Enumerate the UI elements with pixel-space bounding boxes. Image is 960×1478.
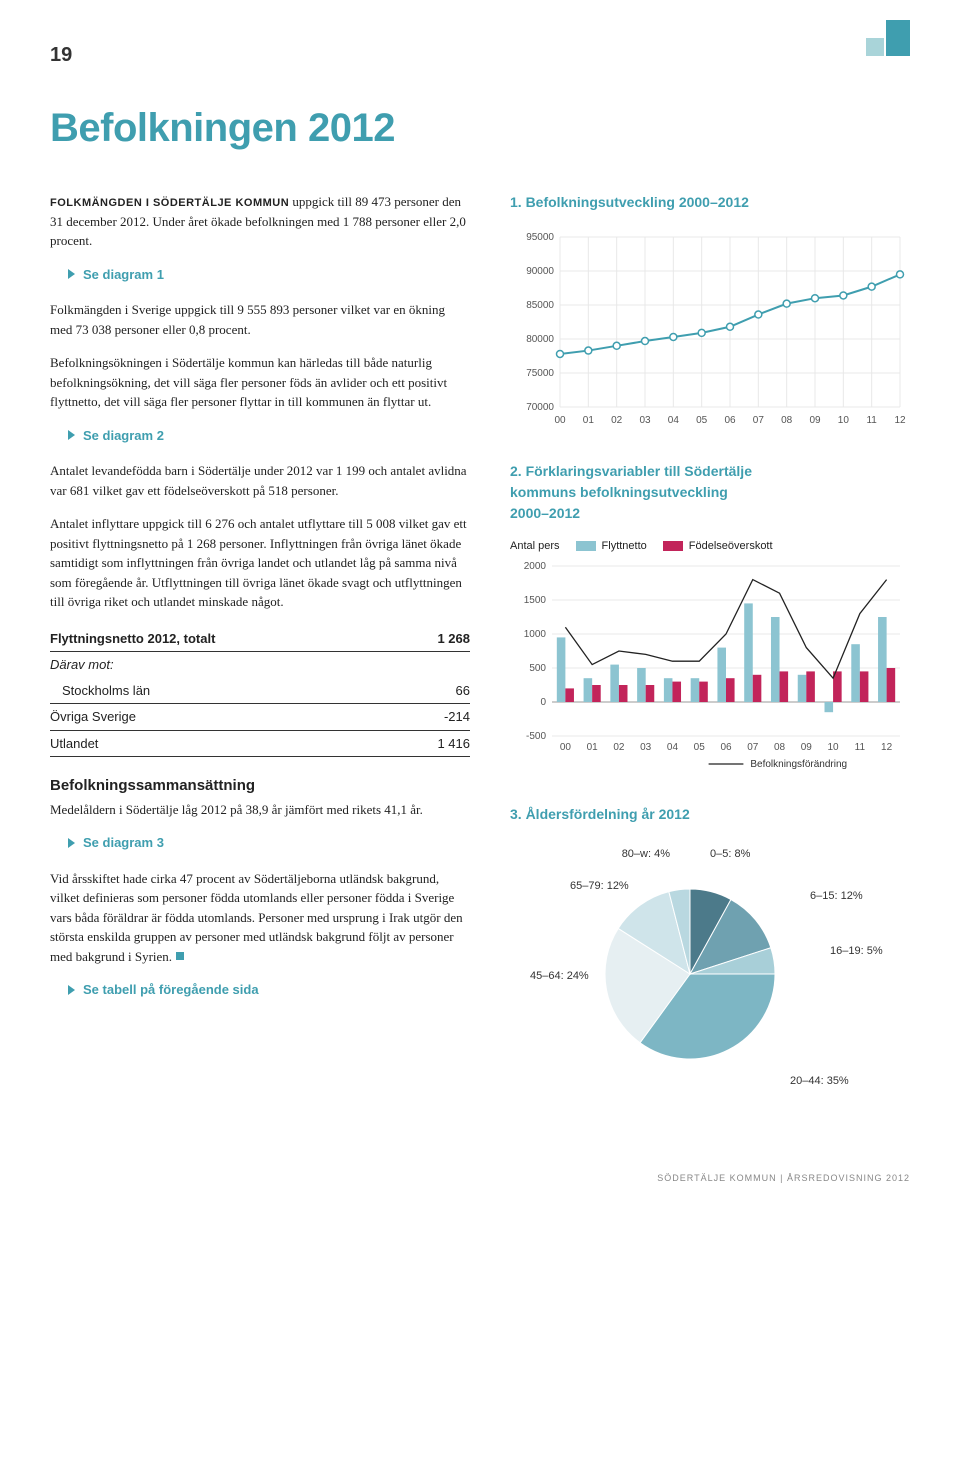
chart-1-title: 1. Befolkningsutveckling 2000–2012 <box>510 192 910 213</box>
see-table-prev-link[interactable]: Se tabell på föregående sida <box>68 980 470 1000</box>
svg-text:09: 09 <box>801 742 813 753</box>
paragraph-3: Befolkningsökningen i Södertälje kommun … <box>50 353 470 412</box>
triangle-icon <box>68 838 75 848</box>
svg-text:11: 11 <box>855 742 866 753</box>
svg-text:12: 12 <box>894 415 906 426</box>
end-square-icon <box>176 952 184 960</box>
svg-text:45–64: 24%: 45–64: 24% <box>530 970 589 982</box>
svg-text:Befolkningsförändring: Befolkningsförändring <box>750 759 847 770</box>
svg-text:70000: 70000 <box>526 402 554 413</box>
paragraph-4: Antalet levandefödda barn i Södertälje u… <box>50 461 470 500</box>
svg-text:6–15: 12%: 6–15: 12% <box>810 890 863 902</box>
legend-axis-label: Antal pers <box>510 538 560 555</box>
see-diagram-3-link[interactable]: Se diagram 3 <box>68 833 470 853</box>
svg-text:09: 09 <box>809 415 821 426</box>
legend-label: Flyttnetto <box>602 538 647 555</box>
svg-text:05: 05 <box>696 415 708 426</box>
svg-text:03: 03 <box>640 742 652 753</box>
svg-text:08: 08 <box>774 742 786 753</box>
chart-1-svg: 95000 90000 85000 80000 75000 7000000 01 02 03 04… <box>510 227 910 427</box>
legend-swatch-flyttnetto <box>576 541 596 551</box>
chart-3-svg: 80–w: 4% 0–5: 8% 65–79: 12% 6–15: 12% 16–19:… <box>510 839 910 1099</box>
svg-text:75000: 75000 <box>526 368 554 379</box>
svg-text:08: 08 <box>781 415 793 426</box>
chart-3: 3. Åldersfördelning år 2012 80–w: 4% 0–5:… <box>510 804 910 1105</box>
svg-text:02: 02 <box>613 742 625 753</box>
chart-2-legend: Antal pers Flyttnetto Födelseöverskott <box>510 538 910 555</box>
svg-text:07: 07 <box>747 742 759 753</box>
svg-text:05: 05 <box>694 742 706 753</box>
right-column: 1. Befolkningsutveckling 2000–2012 95000… <box>510 192 910 1132</box>
svg-text:-500: -500 <box>526 731 546 742</box>
page-number: 19 <box>50 40 910 70</box>
legend-label: Födelseöverskott <box>689 538 773 555</box>
svg-text:80–w: 4%: 80–w: 4% <box>622 848 671 860</box>
triangle-icon <box>68 985 75 995</box>
intro-paragraph: FOLKMÄNGDEN I SÖDERTÄLJE KOMMUN uppgick … <box>50 192 470 251</box>
page-footer: SÖDERTÄLJE KOMMUN | ÅRSREDOVISNING 2012 <box>50 1172 910 1186</box>
svg-text:02: 02 <box>611 415 623 426</box>
svg-text:20–44: 35%: 20–44: 35% <box>790 1075 849 1087</box>
page-title: Befolkningen 2012 <box>50 98 910 158</box>
svg-text:0–5: 8%: 0–5: 8% <box>710 848 751 860</box>
svg-text:90000: 90000 <box>526 266 554 277</box>
svg-text:01: 01 <box>587 742 599 753</box>
svg-text:1000: 1000 <box>524 629 547 640</box>
section-heading: Befolkningssammansättning <box>50 775 470 798</box>
svg-text:2000: 2000 <box>524 561 547 572</box>
chart-2-svg: 2000 1500 1000 500 0 -500 00 01 02 03 04 05 06 07 08 09… <box>510 560 910 770</box>
svg-text:80000: 80000 <box>526 334 554 345</box>
flyttnetto-table: Flyttningsnetto 2012, totalt1 268Därav m… <box>50 626 470 758</box>
chart-1: 1. Befolkningsutveckling 2000–2012 95000… <box>510 192 910 433</box>
left-column: FOLKMÄNGDEN I SÖDERTÄLJE KOMMUN uppgick … <box>50 192 470 1132</box>
paragraph-6: Medelåldern i Södertälje låg 2012 på 38,… <box>50 800 470 820</box>
svg-text:00: 00 <box>560 742 572 753</box>
chart-2: 2. Förklaringsvariabler till Södertälje … <box>510 461 910 776</box>
svg-text:16–19: 5%: 16–19: 5% <box>830 945 883 957</box>
svg-text:95000: 95000 <box>526 232 554 243</box>
svg-text:11: 11 <box>866 415 877 426</box>
svg-text:500: 500 <box>529 663 546 674</box>
svg-text:85000: 85000 <box>526 300 554 311</box>
paragraph-2: Folkmängden i Sverige uppgick till 9 555… <box>50 300 470 339</box>
svg-text:00: 00 <box>554 415 566 426</box>
svg-text:04: 04 <box>667 742 679 753</box>
svg-text:10: 10 <box>828 742 840 753</box>
svg-text:0: 0 <box>540 697 546 708</box>
chart-2-title: 2. Förklaringsvariabler till Södertälje … <box>510 461 910 524</box>
svg-text:1500: 1500 <box>524 595 547 606</box>
svg-text:07: 07 <box>753 415 765 426</box>
svg-text:10: 10 <box>838 415 850 426</box>
see-diagram-1-link[interactable]: Se diagram 1 <box>68 265 470 285</box>
svg-text:06: 06 <box>724 415 736 426</box>
svg-text:65–79: 12%: 65–79: 12% <box>570 880 629 892</box>
paragraph-5: Antalet inflyttare uppgick till 6 276 oc… <box>50 514 470 612</box>
legend-swatch-fodelse <box>663 541 683 551</box>
svg-text:06: 06 <box>720 742 732 753</box>
paragraph-7: Vid årsskiftet hade cirka 47 procent av … <box>50 869 470 967</box>
triangle-icon <box>68 430 75 440</box>
svg-text:01: 01 <box>583 415 595 426</box>
svg-text:04: 04 <box>668 415 680 426</box>
corner-decoration <box>866 20 910 56</box>
intro-lead: FOLKMÄNGDEN I SÖDERTÄLJE KOMMUN <box>50 197 289 209</box>
see-diagram-2-link[interactable]: Se diagram 2 <box>68 426 470 446</box>
svg-text:03: 03 <box>639 415 651 426</box>
chart-3-title: 3. Åldersfördelning år 2012 <box>510 804 910 825</box>
svg-text:12: 12 <box>881 742 893 753</box>
triangle-icon <box>68 269 75 279</box>
